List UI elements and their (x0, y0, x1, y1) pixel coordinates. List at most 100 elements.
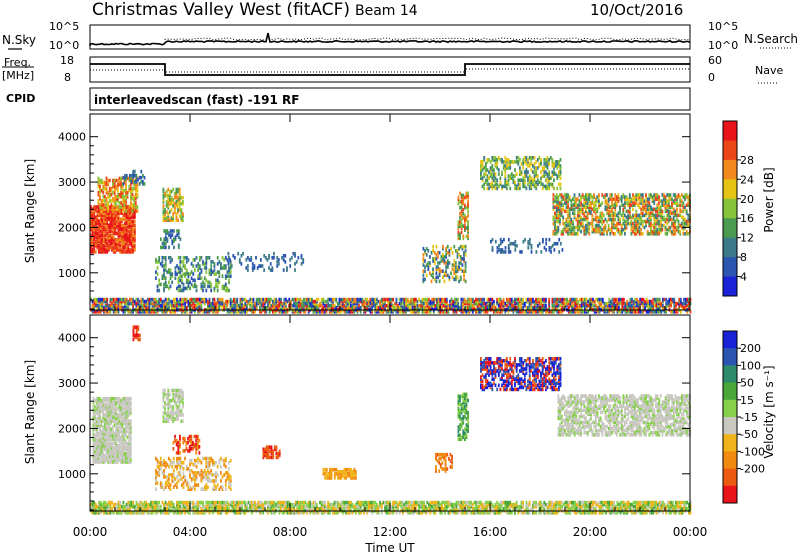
power-cell (460, 303, 463, 308)
power-cell (164, 280, 167, 285)
power-cell (142, 303, 144, 308)
power-cell (395, 301, 398, 306)
power-cell (116, 213, 118, 217)
power-cell (192, 297, 195, 302)
power-cell (120, 299, 123, 304)
power-cell (284, 254, 287, 258)
power-cell (598, 229, 600, 234)
power-cell (502, 301, 505, 306)
power-cell (572, 207, 574, 212)
power-cell (680, 225, 683, 230)
power-cell (133, 173, 136, 178)
power-cell (563, 197, 566, 201)
power-cell (467, 226, 469, 230)
power-cell (676, 201, 678, 205)
power-cell (585, 215, 587, 220)
power-cell (538, 305, 541, 310)
power-cell (153, 305, 156, 310)
power-cell (616, 297, 619, 302)
power-cell (653, 193, 656, 197)
velocity-cell (94, 413, 96, 417)
power-cell (218, 305, 221, 310)
power-cell (103, 299, 105, 304)
power-cell (354, 299, 357, 304)
power-cell (445, 269, 447, 273)
power-cell (606, 232, 608, 236)
power-cell (221, 297, 224, 302)
power-cell (119, 221, 121, 226)
power-cell (298, 301, 300, 306)
power-cell (491, 166, 494, 170)
power-cell (224, 256, 227, 260)
power-cell (559, 211, 561, 216)
power-cell (257, 301, 260, 306)
power-cell (499, 180, 502, 185)
power-cell (93, 305, 96, 310)
power-cell (541, 182, 544, 187)
power-cell (529, 241, 531, 246)
power-cell (354, 301, 357, 306)
power-cell (558, 303, 560, 308)
power-cell (507, 310, 510, 314)
power-cell (639, 297, 642, 302)
power-cell (623, 301, 625, 306)
power-cell (98, 303, 100, 308)
power-cell (210, 288, 213, 293)
power-cell (589, 221, 592, 226)
power-cell (583, 201, 586, 205)
power-cell (341, 297, 344, 302)
power-cell (530, 176, 533, 180)
power-cell (114, 246, 117, 250)
power-ylabel: Slant Range [km] (23, 159, 37, 263)
power-cell (597, 299, 599, 304)
power-cell (506, 160, 508, 164)
power-cell (632, 203, 634, 207)
power-cell (637, 299, 640, 304)
power-cell (101, 297, 104, 302)
power-cell (132, 223, 134, 228)
power-cell (688, 299, 690, 304)
power-cell (350, 305, 352, 310)
velocity-cell (97, 417, 100, 421)
power-cell (236, 299, 239, 304)
power-cell (439, 297, 442, 302)
power-cell (298, 299, 300, 304)
power-cell (111, 219, 113, 224)
power-cell (171, 303, 173, 308)
power-cell (522, 310, 524, 314)
power-cell (572, 297, 575, 302)
power-cell (570, 203, 573, 207)
power-cell (425, 253, 428, 257)
power-cell (572, 203, 574, 207)
power-cell (611, 207, 613, 212)
power-cell (120, 248, 123, 252)
power-cell (130, 182, 132, 187)
power-cell (153, 297, 156, 302)
power-cell (684, 193, 686, 197)
power-cell (96, 299, 99, 304)
power-cell (195, 299, 198, 304)
power-cell (570, 221, 573, 226)
power-cell (535, 184, 538, 189)
velocity-cell (94, 409, 96, 413)
power-cell (124, 173, 126, 178)
power-cell (647, 310, 650, 314)
power-cell (445, 273, 447, 278)
power-cell (629, 310, 632, 314)
power-cell (374, 305, 377, 310)
power-cell (684, 232, 686, 236)
power-cell (528, 178, 531, 182)
power-cell (289, 305, 292, 310)
velocity-cell (95, 437, 98, 442)
power-cell (556, 162, 559, 166)
power-cell (161, 245, 164, 250)
velocity-cell (95, 443, 98, 448)
power-cell (663, 217, 665, 222)
power-cell (163, 299, 165, 304)
power-cell (122, 182, 125, 186)
power-cell (116, 299, 118, 304)
power-cell (583, 232, 586, 236)
power-cell (588, 221, 591, 226)
power-cell (603, 310, 606, 314)
power-cell (654, 195, 657, 199)
